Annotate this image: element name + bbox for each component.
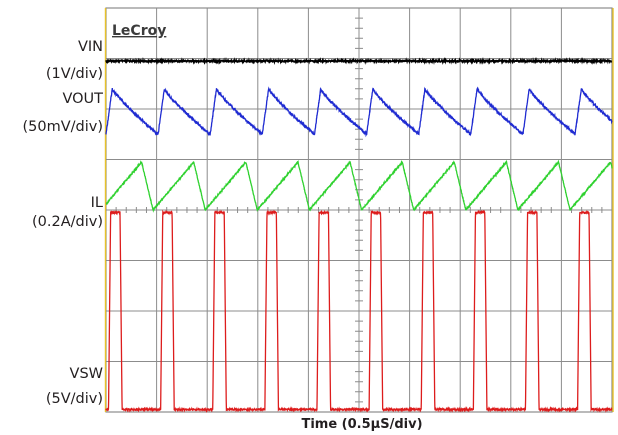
- vout-label: VOUT: [62, 91, 103, 107]
- il-scale-label: (0.2A/div): [32, 214, 103, 230]
- traces: [105, 56, 613, 413]
- vout-trace: [105, 86, 613, 138]
- il-label: IL: [91, 195, 103, 211]
- x-axis-label: Time (0.5μS/div): [301, 417, 422, 432]
- vsw-trace: [105, 209, 613, 413]
- vsw-label: VSW: [70, 366, 103, 382]
- vin-trace: [105, 56, 613, 66]
- vsw-scale-label: (5V/div): [46, 391, 103, 407]
- brand-logo: LeCroy: [112, 23, 166, 39]
- vin-label: VIN: [78, 39, 103, 55]
- center-minor-ticks: [115, 17, 603, 403]
- vout-scale-label: (50mV/div): [22, 119, 103, 135]
- vin-scale-label: (1V/div): [46, 66, 103, 82]
- il-trace: [105, 159, 613, 213]
- plot-area: [104, 7, 614, 413]
